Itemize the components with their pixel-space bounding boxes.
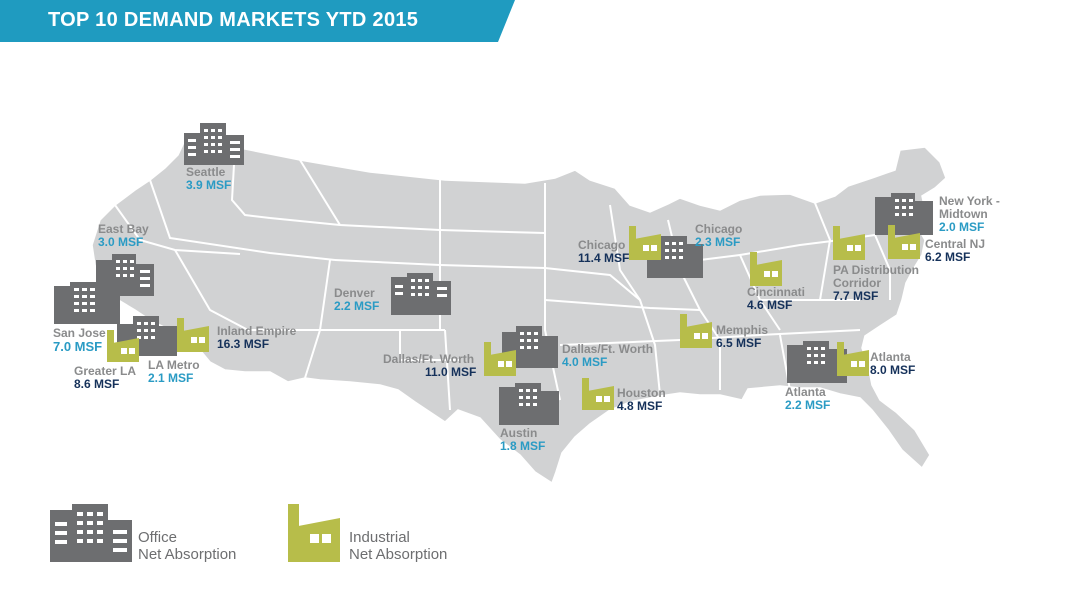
office-building-icon (391, 273, 451, 315)
office-building-icon (184, 123, 244, 165)
legend-office-icon (50, 504, 132, 562)
seattle-label: Seattle 3.9 MSF (186, 165, 232, 192)
factory-icon (837, 342, 869, 376)
factory-icon (833, 226, 865, 260)
atlanta-office-label: Atlanta 2.2 MSF (785, 385, 831, 412)
state-borders (114, 146, 891, 411)
greater-la-label: Greater LA 8.6 MSF (74, 364, 137, 391)
factory-icon (177, 318, 209, 352)
factory-icon (484, 342, 516, 376)
central-nj-label: Central NJ 6.2 MSF (925, 237, 986, 264)
legend-factory-icon (288, 504, 340, 562)
la-metro-label: LA Metro 2.1 MSF (148, 358, 200, 385)
factory-icon (750, 252, 782, 286)
austin-label: Austin 1.8 MSF (500, 426, 546, 453)
inland-empire-label: Inland Empire 16.3 MSF (217, 324, 297, 351)
factory-icon (107, 330, 139, 362)
houston-label: Houston 4.8 MSF (617, 386, 666, 413)
factory-icon (680, 314, 712, 348)
factory-icon (888, 225, 920, 259)
east-bay-label: East Bay 3.0 MSF (98, 222, 149, 249)
office-building-icon (96, 254, 154, 296)
factory-icon (582, 378, 614, 410)
page-title: TOP 10 DEMAND MARKETS YTD 2015 (48, 9, 419, 31)
san-jose-label: San Jose 7.0 MSF (53, 326, 106, 354)
factory-icon (629, 226, 661, 260)
new-york-label: New York - Midtown 2.0 MSF (939, 194, 1000, 234)
dallas-industrial-label: Dallas/Ft. Worth 11.0 MSF (383, 352, 477, 379)
dallas-office-label: Dallas/Ft. Worth 4.0 MSF (562, 342, 654, 369)
office-building-icon (54, 282, 120, 324)
chicago-industrial-label: Chicago 11.4 MSF (578, 238, 630, 265)
denver-label: Denver 2.2 MSF (334, 286, 380, 313)
legend-office-label: Office Net Absorption (138, 529, 237, 563)
banner-shape (0, 0, 515, 42)
cincinnati-label: Cincinnati 4.6 MSF (747, 285, 806, 312)
title-banner: TOP 10 DEMAND MARKETS YTD 2015 (0, 0, 515, 42)
legend-industrial-label: Industrial Net Absorption (349, 529, 448, 563)
chicago-office-label: Chicago 2.3 MSF (695, 222, 743, 249)
pa-distribution-label: PA Distribution Corridor 7.7 MSF (833, 263, 919, 303)
memphis-label: Memphis 6.5 MSF (716, 323, 769, 350)
office-building-icon (875, 193, 933, 235)
office-building-icon (499, 383, 559, 425)
atlanta-industrial-label: Atlanta 8.0 MSF (870, 350, 916, 377)
us-landmass (91, 139, 947, 485)
